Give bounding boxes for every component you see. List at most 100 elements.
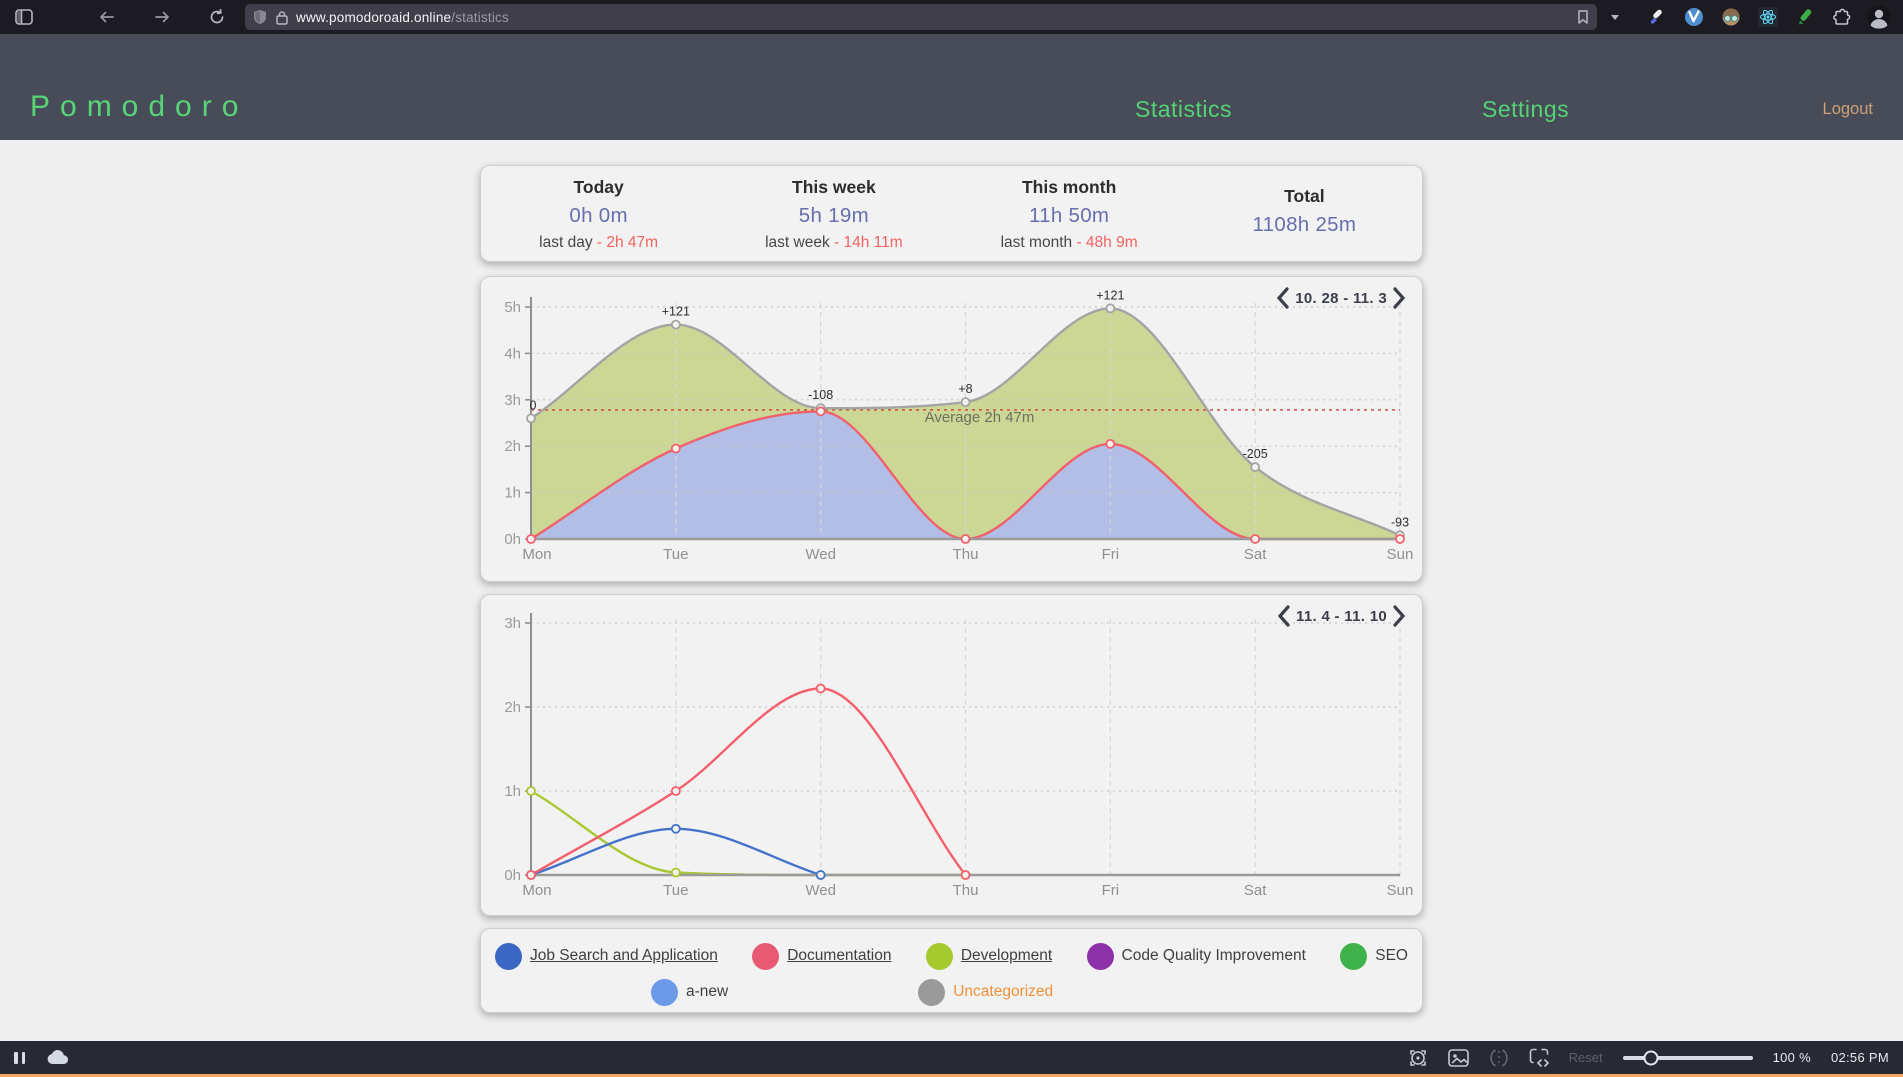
- screenshot-tool-bar: Reset 100 % 02:56 PM: [0, 1041, 1903, 1074]
- next-week-button[interactable]: [1393, 605, 1406, 627]
- react-devtools-icon[interactable]: [1754, 4, 1782, 30]
- legend-color-dot: [1086, 942, 1114, 970]
- date-range-nav: 10. 28 - 11. 3: [1276, 287, 1406, 309]
- extensions-puzzle-icon[interactable]: [1828, 4, 1856, 30]
- svg-text:Wed: Wed: [805, 546, 836, 563]
- legend-color-dot: [925, 942, 953, 970]
- stat-value: 1108h 25m: [1252, 213, 1357, 236]
- svg-text:1h: 1h: [504, 783, 521, 800]
- weekly-overview-card: 10. 28 - 11. 3 Average 2h 47m 0h 1h 2h 3h 4h 5…: [480, 276, 1423, 582]
- shield-icon[interactable]: [253, 9, 267, 25]
- date-range-nav: 11. 4 - 11. 10: [1277, 605, 1406, 627]
- reset-button[interactable]: Reset: [1568, 1050, 1603, 1065]
- stat-label: This week: [792, 177, 876, 197]
- svg-text:Thu: Thu: [953, 882, 979, 899]
- vimium-icon[interactable]: [1680, 4, 1708, 30]
- legend-item-a-new[interactable]: a-new: [651, 978, 729, 1006]
- svg-text:-205: -205: [1243, 447, 1268, 461]
- legend-color-dot: [495, 942, 522, 970]
- eyedropper-icon[interactable]: [1643, 4, 1671, 30]
- svg-text:0: 0: [530, 398, 537, 412]
- app-logo[interactable]: Pomodoro: [30, 90, 249, 123]
- legend-color-dot: [752, 942, 780, 970]
- stat-compare: last day - 2h 47m: [539, 234, 659, 251]
- legend-item-code-quality-improvement[interactable]: Code Quality Improvement: [1086, 942, 1306, 970]
- image-icon[interactable]: [1447, 1048, 1469, 1067]
- svg-text:Sat: Sat: [1244, 882, 1267, 899]
- stat-this-week: This week 5h 19m last week - 14h 11m: [716, 175, 951, 252]
- svg-text:Wed: Wed: [805, 882, 836, 899]
- prev-week-button[interactable]: [1276, 287, 1289, 309]
- reload-icon[interactable]: [203, 4, 231, 30]
- next-week-button[interactable]: [1393, 287, 1406, 309]
- svg-text:Mon: Mon: [522, 546, 551, 563]
- url-text: www.pomodoroaid.online/statistics: [296, 9, 509, 25]
- svg-text:+8: +8: [958, 382, 972, 396]
- legend-item-seo[interactable]: SEO: [1340, 942, 1408, 970]
- svg-text:3h: 3h: [504, 392, 521, 409]
- bookmarks-caret-icon[interactable]: [1601, 4, 1629, 30]
- svg-text:1h: 1h: [504, 485, 521, 502]
- source-capture-icon[interactable]: [1529, 1048, 1549, 1067]
- legend-color-dot: [651, 978, 678, 1006]
- clock: 02:56 PM: [1830, 1050, 1889, 1065]
- category-week-chart[interactable]: 0h 1h 2h 3h Mon Tue Wed Thu Fri Sat Sun: [487, 599, 1414, 911]
- stat-value: 11h 50m: [1028, 204, 1110, 227]
- legend-color-dot: [918, 978, 946, 1006]
- legend-item-uncategorized[interactable]: Uncategorized: [918, 978, 1054, 1006]
- sidebar-toggle-icon[interactable]: [10, 4, 38, 30]
- stat-compare: last month - 48h 9m: [1000, 234, 1138, 251]
- stat-value: 5h 19m: [798, 204, 869, 227]
- svg-text:Fri: Fri: [1102, 546, 1120, 563]
- profile-avatar[interactable]: [1865, 4, 1893, 30]
- nav-settings[interactable]: Settings: [1482, 96, 1570, 122]
- capture-region-icon[interactable]: [1408, 1048, 1428, 1068]
- svg-text:2h: 2h: [504, 699, 521, 716]
- svg-text:-93: -93: [1391, 515, 1409, 529]
- legend-label: a-new: [686, 983, 729, 1000]
- url-bar[interactable]: www.pomodoroaid.online/statistics: [245, 4, 1597, 30]
- category-legend-card: Job Search and Application Documentation D…: [480, 928, 1423, 1013]
- svg-text:Thu: Thu: [953, 546, 979, 563]
- legend-label: Code Quality Improvement: [1121, 947, 1306, 964]
- weekly-overview-chart[interactable]: Average 2h 47m 0h 1h 2h 3h 4h 5h Mon Tue Wed Thu Fr…: [487, 281, 1414, 573]
- date-range-label: 11. 4 - 11. 10: [1296, 607, 1387, 625]
- stat-today: Today 0h 0m last day - 2h 47m: [481, 175, 716, 252]
- svg-text:Mon: Mon: [522, 882, 551, 899]
- date-range-label: 10. 28 - 11. 3: [1295, 289, 1387, 307]
- legend-item-job-search-and-application[interactable]: Job Search and Application: [495, 942, 718, 970]
- legend-item-development[interactable]: Development: [925, 942, 1052, 970]
- split-view-icon[interactable]: [1489, 1049, 1509, 1067]
- prev-week-button[interactable]: [1277, 605, 1290, 627]
- stat-label: This month: [1021, 177, 1117, 197]
- svg-text:Sun: Sun: [1387, 546, 1414, 563]
- forward-icon[interactable]: [148, 4, 176, 30]
- legend-label: Uncategorized: [953, 983, 1054, 1000]
- legend-row: Job Search and Application Documentation D…: [495, 941, 1408, 971]
- svg-text:Tue: Tue: [663, 546, 688, 563]
- stat-label: Today: [573, 177, 624, 197]
- summary-card: Today 0h 0m last day - 2h 47m This week …: [480, 165, 1423, 262]
- svg-text:0h: 0h: [504, 867, 521, 884]
- browser-toolbar: www.pomodoroaid.online/statistics: [0, 0, 1903, 34]
- stat-total: Total 1108h 25m: [1187, 184, 1422, 243]
- zoom-slider[interactable]: [1622, 1050, 1753, 1065]
- svg-text:3h: 3h: [504, 615, 521, 632]
- nav-statistics[interactable]: Statistics: [1135, 96, 1233, 122]
- lock-icon: [276, 10, 288, 25]
- legend-color-dot: [1340, 942, 1368, 970]
- svg-text:Sat: Sat: [1244, 546, 1267, 563]
- legend-item-documentation[interactable]: Documentation: [752, 942, 891, 970]
- svg-text:-108: -108: [808, 388, 833, 402]
- pause-icon[interactable]: [14, 1051, 25, 1064]
- highlighter-icon[interactable]: [1791, 4, 1819, 30]
- cloud-icon: [47, 1050, 69, 1065]
- bookmark-icon[interactable]: [1577, 10, 1589, 24]
- tampermonkey-icon[interactable]: [1717, 4, 1745, 30]
- legend-label: Job Search and Application: [530, 947, 718, 964]
- zoom-slider-knob[interactable]: [1643, 1050, 1659, 1065]
- svg-text:Fri: Fri: [1102, 882, 1120, 899]
- svg-text:5h: 5h: [504, 299, 521, 316]
- back-icon[interactable]: [93, 4, 121, 30]
- logout-button[interactable]: Logout: [1822, 100, 1873, 118]
